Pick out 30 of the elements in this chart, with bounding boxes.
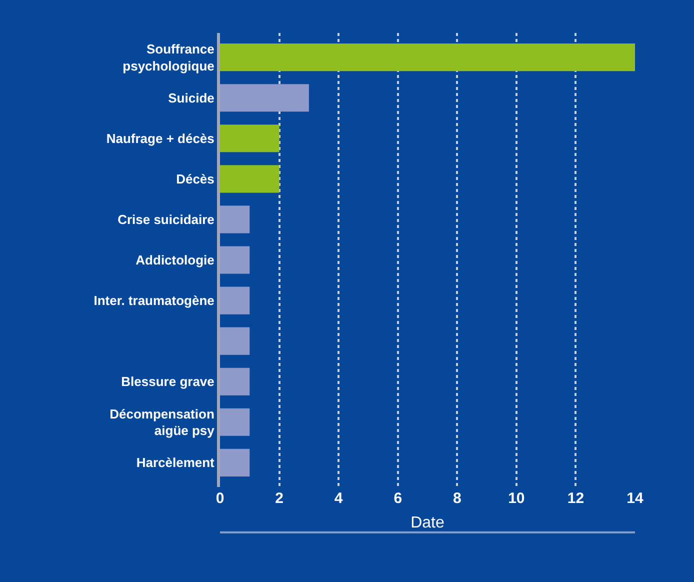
x-tick-label: 2 [275,490,284,507]
x-tick-label: 10 [508,490,525,507]
x-tick-label: 8 [452,490,462,507]
bar [220,165,280,193]
bar [220,408,250,436]
y-tick-label: Addictologie [136,252,214,268]
y-tick-label: Décompensation aigüe psy [110,406,216,438]
y-tick-label: Blessure grave [121,374,214,390]
y-tick-label: Crise suicidaire [118,212,214,228]
y-tick-label: Décès [176,171,214,186]
bar [220,246,250,274]
bar [220,44,635,72]
x-tick-label: 0 [216,490,224,507]
bar [220,368,250,396]
x-axis-title: Date [410,514,444,532]
bar [220,84,309,112]
y-tick-label: Inter. traumatogène [94,293,214,308]
x-tick-label: 4 [334,490,344,507]
x-tick-label: 6 [394,490,402,507]
y-tick-label: Souffrance psychologique [122,41,214,74]
bar [220,206,250,234]
x-tick-label: 12 [567,490,584,507]
bar [220,327,250,355]
bar [220,448,250,476]
bar [220,124,280,152]
y-tick-label: Suicide [168,90,214,106]
bar [220,286,250,314]
x-tick-label: 14 [626,490,644,507]
y-tick-label: Harcèlement [136,455,216,470]
y-tick-label: Naufrage + décès [106,130,214,146]
